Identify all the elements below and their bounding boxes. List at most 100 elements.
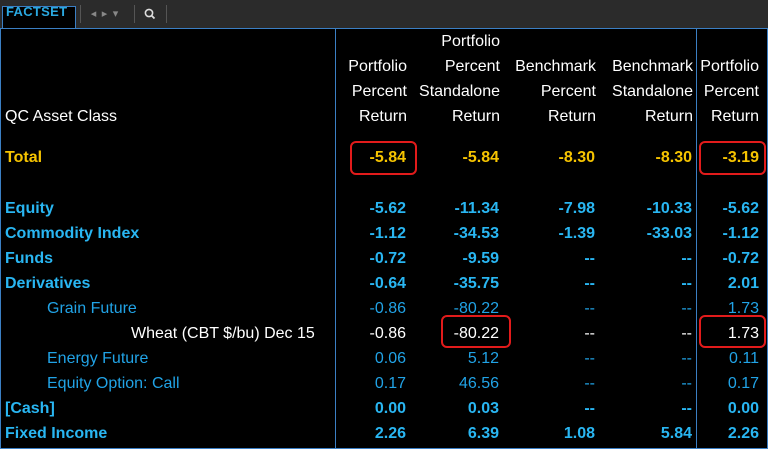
cell-portfolio-return: -0.86 bbox=[369, 300, 406, 317]
cell-portfolio-return: -5.62 bbox=[369, 200, 406, 217]
cell-portfolio-standalone-return: 6.39 bbox=[467, 425, 499, 442]
cell-benchmark-return: -7.98 bbox=[558, 200, 595, 217]
toolbar: FACTSET ◂ ▸ ▾ bbox=[0, 0, 768, 29]
row-label-equity: Equity bbox=[5, 200, 54, 217]
cell-portfolio-standalone-return: 5.12 bbox=[467, 350, 499, 367]
row-label-equity-option-call: Equity Option: Call bbox=[47, 375, 180, 392]
cell-benchmark-return: -- bbox=[584, 300, 595, 317]
cell-portfolio-return: 2.26 bbox=[374, 425, 406, 442]
cell-portfolio-return: -0.86 bbox=[369, 325, 406, 342]
cell-benchmark-standalone-return: -- bbox=[681, 275, 692, 292]
cell-portfolio-return-alt: -0.72 bbox=[722, 250, 759, 267]
cell-portfolio-return-alt: -1.12 bbox=[722, 225, 759, 242]
cell-benchmark-return: 1.08 bbox=[563, 425, 595, 442]
asset-class-header: QC Asset Class bbox=[5, 108, 118, 125]
cell-portfolio-return: -0.64 bbox=[369, 275, 406, 292]
cell-benchmark-standalone-return: -- bbox=[681, 400, 692, 417]
cell-portfolio-return-alt: -3.19 bbox=[722, 149, 759, 166]
nav-buttons: ◂ ▸ ▾ bbox=[88, 7, 121, 20]
col2-header-line3: Standalone bbox=[419, 83, 500, 100]
cell-benchmark-standalone-return: -- bbox=[681, 325, 692, 342]
cell-benchmark-return: -- bbox=[584, 400, 595, 417]
col4-header-line2: Standalone bbox=[612, 83, 693, 100]
col3-header-line3: Return bbox=[547, 108, 596, 125]
cell-benchmark-return: -1.39 bbox=[558, 225, 595, 242]
toolbar-divider bbox=[166, 5, 167, 23]
cell-benchmark-return: -- bbox=[584, 250, 595, 267]
col2-header-line2: Percent bbox=[444, 58, 500, 75]
row-label-cash: [Cash] bbox=[5, 400, 55, 417]
nav-dropdown-icon[interactable]: ▾ bbox=[112, 8, 119, 20]
toolbar-divider bbox=[134, 5, 135, 23]
toolbar-divider bbox=[80, 5, 81, 23]
factset-logo: FACTSET bbox=[6, 4, 68, 19]
cell-benchmark-return: -- bbox=[584, 275, 595, 292]
row-label-grain-future: Grain Future bbox=[47, 300, 137, 317]
cell-portfolio-return-alt: 1.73 bbox=[727, 325, 759, 342]
col5-header-line2: Percent bbox=[703, 83, 759, 100]
row-label-fixed-income: Fixed Income bbox=[5, 425, 108, 442]
search-icon[interactable] bbox=[140, 5, 160, 23]
cell-portfolio-return-alt: 2.01 bbox=[727, 275, 759, 292]
col2-header-line1: Portfolio bbox=[441, 33, 500, 50]
cell-benchmark-standalone-return: -- bbox=[681, 250, 692, 267]
cell-benchmark-standalone-return: -10.33 bbox=[646, 200, 692, 217]
cell-benchmark-standalone-return: -33.03 bbox=[646, 225, 692, 242]
cell-portfolio-standalone-return: -9.59 bbox=[462, 250, 499, 267]
factset-tab[interactable] bbox=[2, 6, 76, 28]
cell-benchmark-standalone-return: -- bbox=[681, 350, 692, 367]
annotation-box bbox=[441, 315, 511, 348]
row-label-energy-future: Energy Future bbox=[47, 350, 149, 367]
cell-portfolio-return: 0.00 bbox=[374, 400, 406, 417]
cell-portfolio-return-alt: 2.26 bbox=[727, 425, 759, 442]
row-label-funds: Funds bbox=[5, 250, 53, 267]
col3-header-line1: Benchmark bbox=[515, 58, 596, 75]
cell-portfolio-return: -1.12 bbox=[369, 225, 406, 242]
cell-portfolio-standalone-return: -80.22 bbox=[453, 300, 499, 317]
cell-benchmark-return: -8.30 bbox=[558, 149, 595, 166]
cell-portfolio-standalone-return: -5.84 bbox=[462, 149, 499, 166]
col1-header-line3: Return bbox=[358, 108, 407, 125]
cell-portfolio-return-alt: 1.73 bbox=[727, 300, 759, 317]
cell-portfolio-standalone-return: -34.53 bbox=[453, 225, 499, 242]
row-label-commodity-index: Commodity Index bbox=[5, 225, 140, 242]
row-label-wheat: Wheat (CBT $/bu) Dec 15 bbox=[131, 325, 315, 342]
col1-header-line1: Portfolio bbox=[348, 58, 407, 75]
cell-portfolio-return: -0.72 bbox=[369, 250, 406, 267]
annotation-box bbox=[699, 141, 766, 175]
cell-benchmark-return: -- bbox=[584, 375, 595, 392]
cell-portfolio-return-alt: -5.62 bbox=[722, 200, 759, 217]
cell-benchmark-return: -- bbox=[584, 325, 595, 342]
col1-header-line2: Percent bbox=[351, 83, 407, 100]
cell-benchmark-standalone-return: -- bbox=[681, 375, 692, 392]
cell-portfolio-return: -5.84 bbox=[369, 149, 406, 166]
cell-benchmark-standalone-return: -- bbox=[681, 300, 692, 317]
label-column-divider bbox=[335, 28, 336, 449]
cell-portfolio-return: 0.17 bbox=[374, 375, 406, 392]
cell-benchmark-standalone-return: -8.30 bbox=[655, 149, 692, 166]
cell-portfolio-return-alt: 0.17 bbox=[727, 375, 759, 392]
cell-portfolio-standalone-return: -11.34 bbox=[454, 200, 499, 217]
cell-portfolio-standalone-return: 0.03 bbox=[467, 400, 499, 417]
annotation-box bbox=[699, 315, 766, 348]
col4-header-line1: Benchmark bbox=[612, 58, 693, 75]
cell-portfolio-standalone-return: -35.75 bbox=[453, 275, 499, 292]
comparison-column-divider bbox=[696, 28, 697, 449]
back-arrow-icon[interactable]: ◂ bbox=[90, 8, 97, 20]
cell-portfolio-return-alt: 0.11 bbox=[729, 350, 759, 367]
cell-portfolio-return-alt: 0.00 bbox=[727, 400, 759, 417]
cell-benchmark-return: -- bbox=[584, 350, 595, 367]
col5-header-line3: Return bbox=[710, 108, 759, 125]
cell-portfolio-standalone-return: -80.22 bbox=[453, 325, 499, 342]
col3-header-line2: Percent bbox=[540, 83, 596, 100]
cell-portfolio-return: 0.06 bbox=[374, 350, 406, 367]
cell-portfolio-standalone-return: 46.56 bbox=[458, 375, 499, 392]
col2-header-line4: Return bbox=[451, 108, 500, 125]
col5-header-line1: Portfolio bbox=[700, 58, 759, 75]
row-label-total: Total bbox=[5, 149, 43, 166]
annotation-box bbox=[350, 141, 417, 175]
cell-benchmark-standalone-return: 5.84 bbox=[660, 425, 692, 442]
forward-arrow-icon[interactable]: ▸ bbox=[101, 8, 108, 20]
row-label-derivatives: Derivatives bbox=[5, 275, 91, 292]
col4-header-line3: Return bbox=[644, 108, 693, 125]
